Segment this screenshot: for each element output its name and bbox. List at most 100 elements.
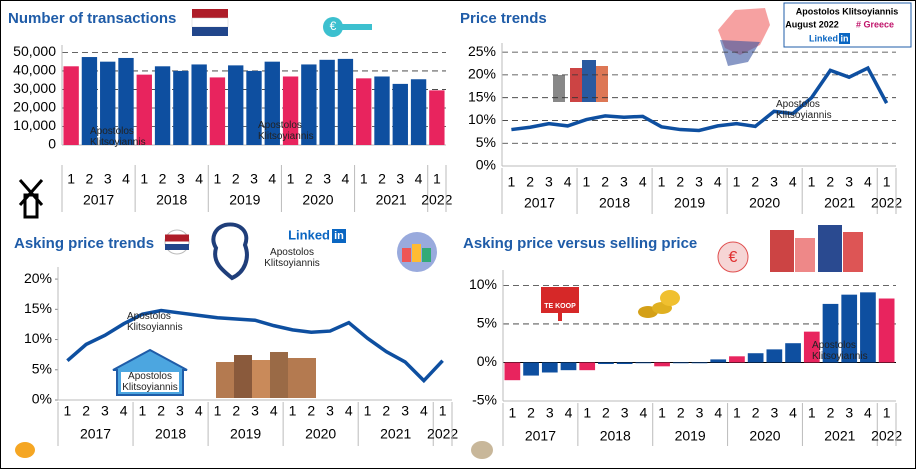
watermark: Apostolos Klitsoyiannis	[127, 311, 183, 333]
nl-flag-round	[164, 229, 190, 255]
for-sale-sign: TE KOOP	[541, 287, 579, 321]
y-tick-label: 0%	[32, 391, 52, 407]
x-tick-label: 2	[676, 174, 684, 190]
line	[511, 65, 889, 133]
x-tick-label: 3	[621, 405, 629, 421]
bar	[691, 362, 708, 364]
line	[66, 308, 444, 384]
brand-network: Linked	[809, 33, 838, 43]
x-tick-label: 2	[827, 405, 835, 421]
x-tick-label: 1	[289, 403, 297, 419]
x-group-label: 2019	[230, 426, 261, 442]
watermark: Apostolos Klitsoyiannis	[264, 247, 320, 269]
houses-icon	[553, 60, 608, 102]
chart-title: Asking price versus selling price	[463, 235, 697, 252]
y-tick-label: 20%	[24, 270, 52, 286]
x-tick-label: 2	[526, 174, 534, 190]
watermark-line: Apostolos	[90, 126, 134, 137]
bar	[191, 64, 207, 145]
bar	[136, 74, 152, 145]
bar	[541, 362, 558, 373]
x-tick-label: 3	[326, 403, 334, 419]
x-tick-label: 4	[268, 171, 276, 187]
x-tick-label: 2	[82, 403, 90, 419]
x-tick-label: 4	[415, 171, 423, 187]
euro-symbol: €	[330, 19, 337, 33]
brand-name: Apostolos Klitsoyiannis	[796, 6, 899, 16]
watermark: Apostolos Klitsoyiannis	[90, 126, 146, 148]
x-group-label: 2018	[156, 192, 187, 208]
x-tick-label: 4	[639, 405, 647, 421]
x-tick-label: 4	[420, 403, 428, 419]
y-tick-label: 5%	[476, 134, 496, 150]
x-tick-label: 2	[305, 171, 313, 187]
y-tick-label: 10%	[469, 276, 497, 292]
y-tick-label: 5%	[32, 360, 52, 376]
x-tick-label: 4	[714, 174, 722, 190]
watermark-line: Apostolos	[776, 99, 820, 110]
x-group-label: 2020	[302, 192, 333, 208]
bar	[410, 79, 427, 145]
y-tick-label: 50,000	[13, 43, 56, 59]
x-tick-label: 4	[195, 171, 203, 187]
watermark: Apostolos Klitsoyiannis	[258, 120, 314, 142]
x-group-label: 2022	[421, 192, 452, 208]
coins-icon	[638, 290, 680, 318]
y-tick-label: 20,000	[13, 99, 56, 115]
brand-network-mark: in	[841, 33, 849, 43]
x-tick-label: 3	[177, 171, 185, 187]
x-tick-label: 1	[733, 405, 741, 421]
x-group-label: 2017	[80, 426, 111, 442]
watermark: Apostolos Klitsoyiannis	[812, 340, 868, 362]
canal-houses	[216, 352, 316, 398]
x-tick-label: 2	[86, 171, 94, 187]
watermark-line: Klitsoyiannis	[122, 382, 178, 393]
x-tick-label: 1	[658, 405, 666, 421]
dutch-flag	[191, 9, 229, 36]
bar	[173, 70, 189, 145]
y-tick-label: 0%	[477, 353, 497, 369]
x-group-label: 2019	[675, 428, 706, 444]
map-outline	[211, 222, 249, 281]
y-tick-label: 10,000	[13, 117, 56, 133]
x-group-label: 2018	[155, 426, 186, 442]
x-tick-label: 2	[602, 405, 610, 421]
bar	[118, 57, 134, 145]
x-tick-label: 4	[120, 403, 128, 419]
x-tick-label: 3	[696, 405, 704, 421]
x-tick-label: 2	[159, 171, 167, 187]
x-tick-label: 3	[401, 403, 409, 419]
x-tick-label: 3	[176, 403, 184, 419]
x-tick-label: 2	[752, 405, 760, 421]
watermark-line: Klitsoyiannis	[90, 137, 146, 148]
x-group-label: 2022	[871, 195, 902, 211]
bar	[860, 292, 876, 363]
x-tick-label: 4	[864, 174, 872, 190]
y-tick-label: 30,000	[13, 80, 56, 96]
x-tick-label: 3	[695, 174, 703, 190]
y-tick-label: 10%	[468, 111, 496, 127]
watermark-line: Apostolos	[270, 247, 314, 258]
x-tick-label: 3	[845, 405, 853, 421]
bar	[356, 78, 372, 145]
y-tick-label: 5%	[477, 315, 497, 331]
watermark: Apostolos Klitsoyiannis	[776, 99, 832, 121]
x-tick-label: 4	[195, 403, 203, 419]
x-tick-label: 1	[733, 174, 741, 190]
piggy-icons	[15, 441, 493, 459]
y-tick-label: 15%	[24, 300, 52, 316]
x-tick-label: 2	[382, 403, 390, 419]
bar	[747, 353, 764, 363]
x-tick-label: 1	[808, 405, 816, 421]
watermark: Apostolos Klitsoyiannis	[122, 371, 178, 393]
x-tick-label: 1	[808, 174, 816, 190]
coin-icon: €	[323, 17, 372, 37]
x-tick-label: 2	[751, 174, 759, 190]
bar	[228, 65, 244, 145]
euro-coin: €	[717, 241, 749, 273]
watermark-line: Apostolos	[812, 340, 856, 351]
x-tick-label: 2	[826, 174, 834, 190]
x-group-label: 2018	[599, 195, 630, 211]
x-tick-label: 1	[140, 171, 148, 187]
